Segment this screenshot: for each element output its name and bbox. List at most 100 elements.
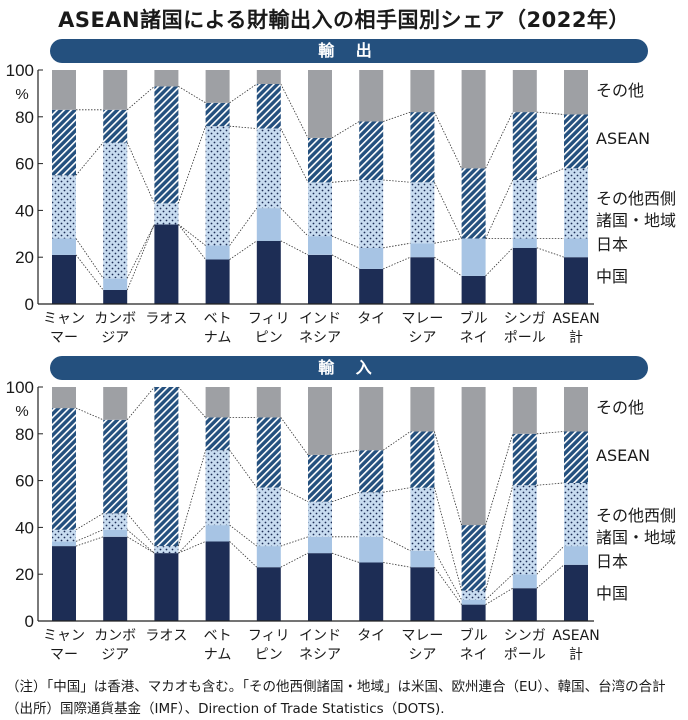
bar-segment-japan — [103, 278, 128, 290]
bar-segment-china — [154, 553, 179, 621]
y-tick-label: 20 — [15, 248, 34, 267]
connector-line — [434, 238, 462, 244]
connector-line — [485, 587, 514, 605]
x-category-label: ラオス — [145, 628, 187, 644]
connector-line — [485, 433, 514, 526]
x-category-label: ポール — [504, 330, 546, 346]
bar-segment-asean — [103, 109, 128, 143]
bar-segment-japan — [205, 245, 230, 260]
connector-line — [75, 238, 104, 279]
bar-segment-west — [308, 182, 332, 237]
bar-segment-china — [461, 275, 486, 304]
bar-segment-other — [512, 70, 537, 113]
bar-segment-japan — [359, 536, 384, 563]
bar-segment-west — [564, 482, 588, 547]
connector-line — [383, 562, 411, 568]
x-category-label: 計 — [569, 330, 583, 346]
bar-segment-asean — [308, 137, 332, 183]
connector-line — [126, 224, 155, 291]
connector-line — [280, 552, 309, 568]
bar-segment-other — [52, 70, 76, 110]
bar-segment-japan — [564, 238, 588, 258]
x-category-label: ネシア — [299, 647, 341, 663]
bar-segment-china — [205, 541, 230, 621]
bar-segment-west — [154, 203, 179, 225]
bar-segment-west — [410, 182, 435, 244]
bar-segment-other — [205, 387, 230, 418]
bar-segment-west — [256, 487, 281, 547]
connector-line — [383, 179, 411, 183]
connector-line — [75, 529, 104, 542]
legend-label-west: 諸国・地域 — [596, 528, 676, 547]
x-category-label: インド — [299, 311, 341, 327]
bar-segment-west — [359, 492, 384, 537]
bar-segment-japan — [256, 546, 281, 568]
connector-line — [75, 142, 104, 176]
connector-line — [536, 431, 565, 435]
bar-segment-other — [564, 70, 588, 115]
legend-label-asean: ASEAN — [596, 446, 650, 465]
x-category-label: シア — [408, 647, 436, 663]
bar-segment-other — [410, 70, 435, 113]
chart-title: ASEAN諸国による財輸出入の相手国別シェア（2022年） — [58, 8, 630, 32]
legend-label-west: その他西側 — [596, 506, 676, 525]
x-category-label: インド — [299, 628, 341, 644]
y-tick-label: 60 — [15, 472, 34, 491]
bar-segment-china — [103, 536, 128, 621]
x-category-label: マレー — [401, 628, 443, 644]
bar-segment-other — [308, 387, 332, 455]
connector-line — [434, 182, 462, 239]
bar-segment-china — [359, 562, 384, 621]
bar-segment-asean — [410, 431, 435, 488]
bar-segment-japan — [410, 550, 435, 568]
bar-segment-west — [52, 175, 76, 239]
connector-line — [178, 224, 206, 260]
connector-line — [178, 524, 206, 554]
legend-label-west: 諸国・地域 — [596, 211, 676, 230]
x-category-label: シンガ — [504, 311, 546, 327]
connector-line — [280, 487, 309, 503]
source-note: （出所）国際通貨基金（IMF）、Direction of Trade Stati… — [6, 701, 445, 717]
bar-segment-other — [52, 387, 76, 409]
bar-segment-china — [256, 567, 281, 621]
x-category-label: マー — [50, 647, 78, 663]
connector-line — [383, 111, 411, 122]
x-category-label: シア — [408, 330, 436, 346]
bar-segment-asean — [154, 387, 179, 547]
legend-label-other: その他 — [596, 398, 644, 417]
connector-line — [536, 167, 565, 181]
legend-label-west: その他西側 — [596, 189, 676, 208]
connector-line — [229, 524, 258, 547]
legend-label-china: 中国 — [596, 267, 628, 286]
x-category-label: カンボ — [94, 628, 136, 644]
x-category-label: ピン — [255, 330, 283, 346]
connector-line — [229, 125, 257, 129]
bar-segment-japan — [359, 247, 384, 269]
bar-segment-china — [512, 247, 537, 304]
bar-segment-west — [512, 485, 537, 575]
connector-line — [331, 179, 360, 183]
connector-line — [434, 550, 462, 601]
bar-segment-other — [256, 70, 281, 84]
connector-line — [126, 513, 155, 547]
bar-segment-china — [256, 240, 281, 304]
connector-line — [485, 179, 514, 239]
bar-segment-west — [103, 142, 128, 279]
export-panel-banner: 輸 出 — [50, 39, 648, 63]
connector-line — [536, 247, 565, 258]
bar-segment-asean — [256, 417, 281, 488]
bar-segment-other — [359, 70, 384, 122]
connector-line — [75, 254, 104, 291]
bar-segment-asean — [512, 433, 537, 486]
x-category-label: ジア — [101, 647, 129, 663]
bar-segment-other — [461, 70, 486, 169]
x-category-label: ネイ — [460, 647, 488, 663]
bar-segment-japan — [52, 541, 76, 547]
bar-segment-asean — [308, 454, 332, 502]
connector-line — [536, 482, 565, 486]
connector-line — [178, 126, 206, 204]
bar-segment-west — [461, 590, 486, 600]
bar-segment-other — [205, 70, 230, 103]
bar-segment-west — [103, 513, 128, 530]
